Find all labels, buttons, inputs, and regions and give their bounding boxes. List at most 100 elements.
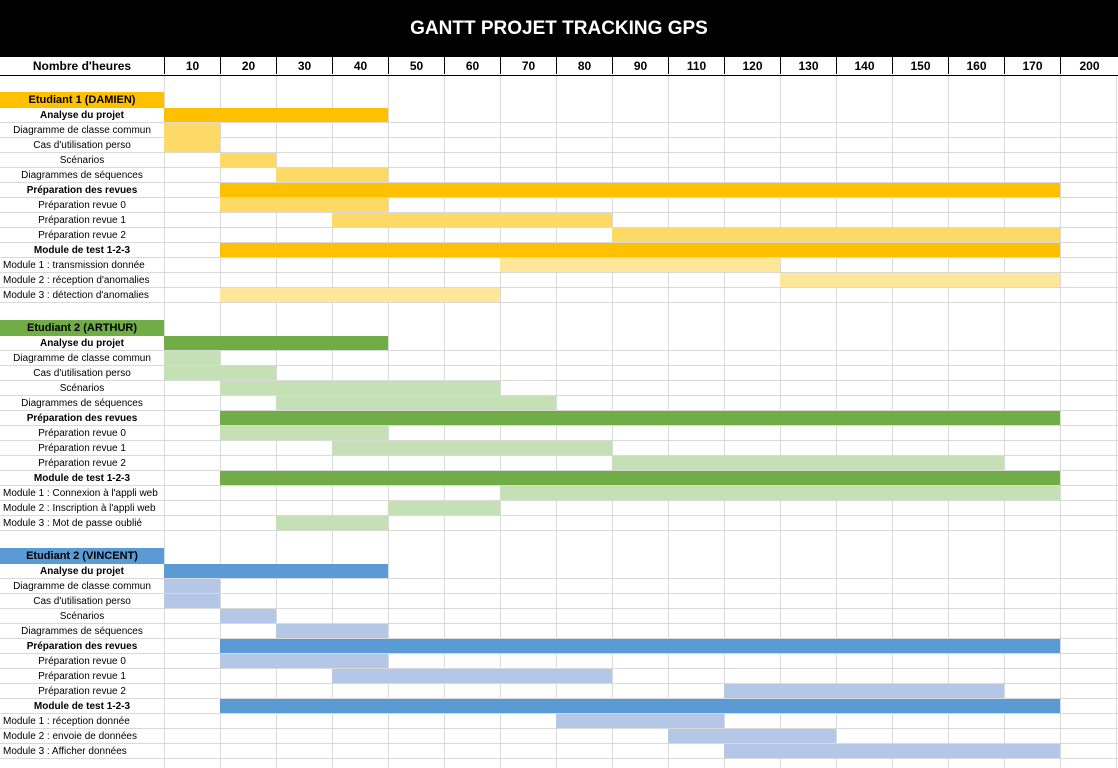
grid-hline: [0, 623, 1118, 624]
task-label: Module 2 : envoie de données: [3, 731, 137, 742]
task-bar: [164, 336, 388, 350]
task-label: Préparation des revues: [26, 641, 138, 652]
x-tick-110: 110: [668, 57, 724, 74]
x-tick-160: 160: [948, 57, 1004, 74]
task-bar: [220, 183, 1060, 197]
task-bar: [276, 624, 388, 638]
task-label: Analyse du projet: [40, 110, 124, 121]
task-bar: [164, 108, 388, 122]
grid-hline: [0, 515, 1118, 516]
task-label: Module de test 1-2-3: [33, 245, 131, 256]
task-bar: [612, 228, 1060, 242]
task-label: Cas d'utilisation perso: [33, 368, 131, 379]
grid-hline: [0, 455, 1118, 456]
task-label: Analyse du projet: [40, 566, 124, 577]
hours-header-label: Nombre d'heures: [32, 58, 132, 73]
x-tick-40: 40: [332, 57, 388, 74]
task-label: Préparation revue 1: [38, 215, 126, 226]
grid-hline: [0, 500, 1118, 501]
grid-hline: [0, 743, 1118, 744]
task-label: Module 2 : Inscription à l'appli web: [3, 503, 156, 514]
grid-hline: [0, 380, 1118, 381]
grid-hline: [0, 137, 1118, 138]
task-label: Diagramme de classe commun: [13, 353, 151, 364]
task-bar: [276, 396, 556, 410]
x-tick-80: 80: [556, 57, 612, 74]
task-bar: [220, 609, 276, 623]
x-tick-200: 200: [1060, 57, 1118, 74]
task-bar: [164, 123, 220, 137]
task-label: Analyse du projet: [40, 338, 124, 349]
task-label: Préparation revue 1: [38, 671, 126, 682]
hours-header-row: Nombre d'heures 10 20 30 40 50 60 70 80 90 110 120…: [0, 57, 1118, 76]
grid-hline: [0, 365, 1118, 366]
task-label: Diagramme de classe commun: [13, 125, 151, 136]
task-label: Scénarios: [59, 611, 105, 622]
task-bar: [500, 486, 1060, 500]
grid-hline: [0, 302, 1118, 303]
x-tick-30: 30: [276, 57, 332, 74]
gantt-chart-area: Etudiant 1 (DAMIEN) Analyse du projet Diag…: [0, 76, 1118, 768]
task-bar: [220, 639, 1060, 653]
task-label: Scénarios: [59, 383, 105, 394]
task-label: Préparation revue 1: [38, 443, 126, 454]
x-tick-150: 150: [892, 57, 948, 74]
grid-hline: [0, 728, 1118, 729]
task-label: Scénarios: [59, 155, 105, 166]
grid-hline: [0, 410, 1118, 411]
task-bar: [332, 441, 612, 455]
grid-hline: [0, 287, 1118, 288]
x-tick-70: 70: [500, 57, 556, 74]
task-label: Module 1 : réception donnée: [3, 716, 130, 727]
x-tick-140: 140: [836, 57, 892, 74]
task-bar: [220, 411, 1060, 425]
task-label: Diagramme de classe commun: [13, 581, 151, 592]
x-tick-120: 120: [724, 57, 780, 74]
task-label: Module de test 1-2-3: [33, 701, 131, 712]
grid-hline: [0, 440, 1118, 441]
task-label: Cas d'utilisation perso: [33, 140, 131, 151]
task-label: Cas d'utilisation perso: [33, 596, 131, 607]
task-label: Module de test 1-2-3: [33, 473, 131, 484]
task-bar: [388, 501, 500, 515]
x-tick-90: 90: [612, 57, 668, 74]
task-bar: [164, 579, 220, 593]
task-bar: [164, 366, 276, 380]
task-label: Module 3 : détection d'anomalies: [3, 290, 149, 301]
task-bar: [220, 243, 1060, 257]
task-bar: [220, 426, 388, 440]
grid-hline: [0, 350, 1118, 351]
task-bar: [332, 213, 612, 227]
task-bar: [276, 168, 388, 182]
task-label: Préparation revue 0: [38, 656, 126, 667]
grid-hline: [0, 182, 1118, 183]
task-label: Diagrammes de séquences: [21, 398, 143, 409]
task-bar: [556, 714, 724, 728]
grid-hline: [0, 713, 1118, 714]
task-bar: [668, 729, 836, 743]
grid-hline: [0, 242, 1118, 243]
x-tick-130: 130: [780, 57, 836, 74]
grid-hline: [0, 683, 1118, 684]
grid-hline: [0, 395, 1118, 396]
task-label: Diagrammes de séquences: [21, 626, 143, 637]
grid-hline: [0, 122, 1118, 123]
x-tick-10: 10: [164, 57, 220, 74]
grid-hline: [0, 470, 1118, 471]
task-label: Préparation revue 0: [38, 428, 126, 439]
task-bar: [500, 258, 780, 272]
grid-hline: [0, 758, 1118, 759]
grid-hline: [0, 593, 1118, 594]
grid-hline: [0, 227, 1118, 228]
task-label: Diagrammes de séquences: [21, 170, 143, 181]
task-bar: [724, 684, 1004, 698]
x-tick-60: 60: [444, 57, 500, 74]
grid-hline: [0, 425, 1118, 426]
grid-hline: [0, 638, 1118, 639]
task-bar: [220, 699, 1060, 713]
task-bar: [220, 153, 276, 167]
task-bar: [220, 471, 1060, 485]
x-tick-170: 170: [1004, 57, 1060, 74]
task-bar: [780, 273, 1060, 287]
task-bar: [164, 138, 220, 152]
